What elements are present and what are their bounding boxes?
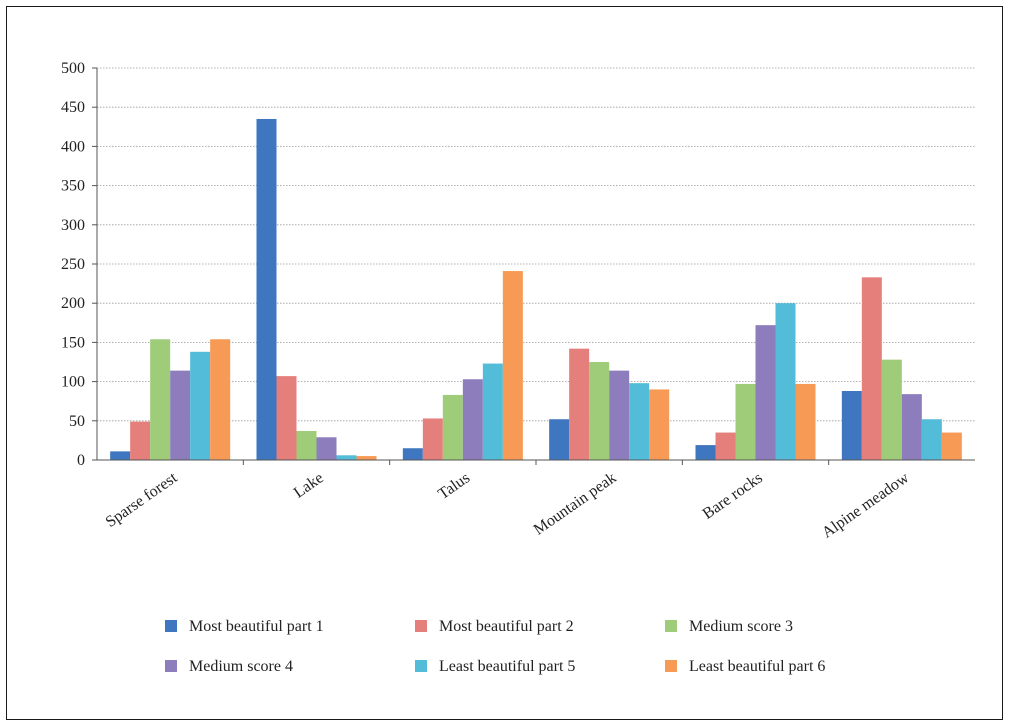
- bar: [130, 421, 151, 460]
- legend-swatch: [415, 620, 427, 632]
- bar: [649, 389, 670, 460]
- legend: Most beautiful part 1 Most beautiful part…: [165, 618, 825, 675]
- bar: [881, 359, 902, 460]
- bar: [356, 456, 377, 460]
- bar: [422, 418, 443, 460]
- bar: [589, 362, 610, 460]
- bar: [549, 419, 570, 460]
- category-label: Talus: [435, 469, 473, 503]
- bars: [110, 118, 962, 461]
- bar: [941, 432, 962, 460]
- y-tick-label: 150: [61, 334, 85, 351]
- legend-swatch: [665, 660, 677, 672]
- category-label: Lake: [291, 469, 327, 501]
- x-axis-categories: Sparse forest Lake Talus Mountain peak Bare …: [103, 469, 913, 542]
- y-tick-label: 50: [69, 413, 85, 430]
- bar: [775, 303, 796, 460]
- legend-label: Medium score 3: [689, 618, 793, 635]
- bar: [695, 445, 716, 460]
- bar: [296, 430, 317, 460]
- bar: [276, 376, 297, 460]
- bar: [861, 277, 882, 460]
- y-axis-ticks: 0 50 100 150 200 250 300 350 400 450 500: [61, 60, 97, 469]
- bar: [210, 339, 231, 460]
- bar: [901, 394, 922, 460]
- category-label: Bare rocks: [700, 469, 766, 522]
- y-tick-label: 250: [61, 256, 85, 273]
- bar: [462, 379, 483, 460]
- legend-label: Least beautiful part 5: [439, 658, 575, 675]
- bar: [150, 339, 171, 460]
- y-tick-label: 0: [77, 452, 85, 469]
- category-label: Mountain peak: [531, 469, 620, 538]
- legend-label: Least beautiful part 6: [689, 658, 825, 675]
- gridlines: [97, 67, 975, 422]
- y-tick-label: 350: [61, 178, 85, 195]
- axes: [96, 68, 975, 465]
- bar-chart: 0 50 100 150 200 250 300 350 400 450 500 Sparse fo…: [61, 60, 975, 675]
- legend-label: Medium score 4: [189, 658, 293, 675]
- category-label: Alpine meadow: [819, 469, 912, 542]
- bar: [841, 391, 862, 460]
- bar: [482, 363, 503, 460]
- category-label: Sparse forest: [103, 469, 181, 531]
- bar: [316, 437, 337, 460]
- bar: [442, 394, 463, 460]
- legend-swatch: [165, 660, 177, 672]
- bar: [569, 348, 590, 460]
- bar: [715, 432, 736, 460]
- legend-swatch: [665, 620, 677, 632]
- bar: [755, 325, 776, 460]
- legend-label: Most beautiful part 1: [189, 618, 324, 635]
- bar: [609, 370, 630, 460]
- chart-frame: 0 50 100 150 200 250 300 350 400 450 500 Sparse fo…: [6, 6, 1003, 720]
- bar: [402, 448, 423, 460]
- legend-swatch: [165, 620, 177, 632]
- legend-swatch: [415, 660, 427, 672]
- bar: [921, 419, 942, 460]
- bar: [110, 451, 131, 460]
- y-tick-label: 500: [61, 60, 85, 77]
- bar: [256, 118, 277, 461]
- y-tick-label: 450: [61, 99, 85, 116]
- bar: [629, 383, 650, 460]
- bar: [336, 455, 357, 460]
- bar: [795, 383, 816, 460]
- bar: [190, 351, 211, 460]
- bar: [170, 370, 191, 460]
- legend-label: Most beautiful part 2: [439, 618, 574, 635]
- y-tick-label: 100: [61, 374, 85, 391]
- y-tick-label: 300: [61, 217, 85, 234]
- y-tick-label: 200: [61, 295, 85, 312]
- y-tick-label: 400: [61, 138, 85, 155]
- bar: [502, 271, 523, 460]
- bar: [735, 383, 756, 460]
